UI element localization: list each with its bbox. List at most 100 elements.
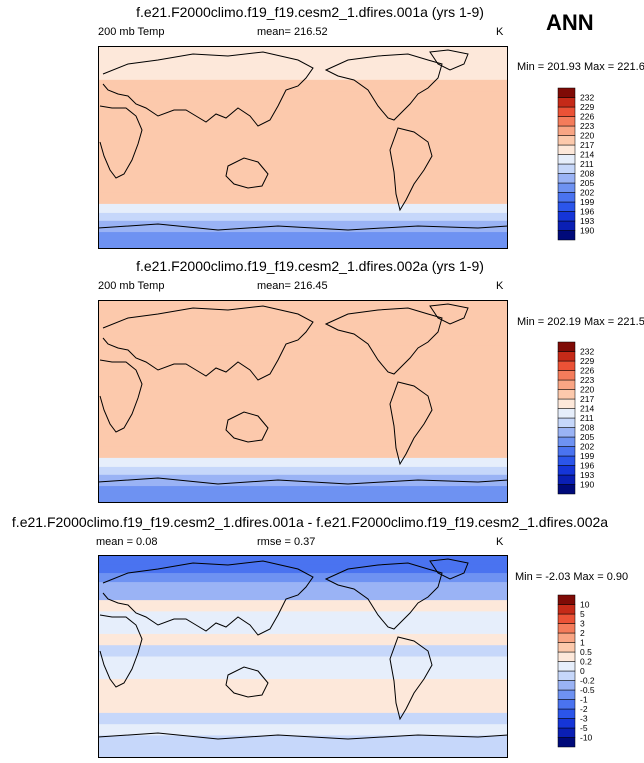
panel3-colorbar-label-6: -0.2	[580, 676, 595, 686]
panel1-colorbar-box-11	[557, 125, 576, 136]
panel2-colorbar-box-15	[557, 341, 576, 352]
panel3-colorbar-box-2	[557, 718, 576, 729]
panel3-band--10	[98, 667, 508, 680]
panel2-colorbar-box-13	[557, 360, 576, 371]
panel1-band-60	[98, 79, 508, 92]
panel3-colorbar-box-8	[557, 661, 576, 672]
panel3-mean-label: mean = 0.08	[96, 536, 158, 548]
panel3-band-10	[98, 645, 508, 658]
panel1-coast-australia	[225, 157, 269, 189]
panel2-band-60	[98, 333, 508, 346]
panel2-coast-africa	[99, 359, 143, 433]
panel2-colorbar-box-8	[557, 408, 576, 419]
panel3-coast-north-america	[324, 562, 443, 630]
panel2-colorbar-label-5: 205	[580, 432, 594, 442]
panel3-colorbar-label-14: 10	[580, 600, 590, 610]
panel2-band--20	[98, 424, 508, 436]
panel2-band--10	[98, 412, 508, 425]
panel3-colorbar-box-4	[557, 699, 576, 710]
panel1-band-20	[98, 124, 508, 137]
panel1-colorbar-box-10	[557, 135, 576, 146]
panel2-colorbar-label-2: 196	[580, 461, 594, 471]
panel3-band-20	[98, 633, 508, 646]
panel3-band-30	[98, 622, 508, 635]
panel2-colorbar-label-3: 199	[580, 451, 594, 461]
panel3-title: f.e21.F2000climo.f19_f19.cesm2_1.dfires.…	[11, 514, 609, 530]
panel1-colorbar-box-7	[557, 163, 576, 174]
panel3-colorbar-box-11	[557, 632, 576, 643]
panel2-colorbar-label-13: 229	[580, 356, 594, 366]
panel1-band--30	[98, 181, 508, 194]
panel1-units-label: K	[496, 26, 504, 38]
panel1-colorbar-label-3: 199	[580, 197, 594, 207]
panel1-colorbar-label-12: 226	[580, 112, 594, 122]
panel2-colorbar-label-7: 211	[580, 413, 594, 423]
panel1-coast-antarctica	[98, 223, 508, 231]
panel2-band-50	[98, 345, 508, 357]
panel2-colorbar-box-5	[557, 436, 576, 447]
panel2-colorbar-box-1	[557, 474, 576, 485]
panel2-colorbar-box-7	[557, 417, 576, 428]
panel1-colorbar-label-9: 217	[580, 140, 594, 150]
panel3-colorbar-label-13: 5	[580, 609, 585, 619]
panel3-colorbar-label-3: -2	[580, 704, 588, 714]
panel1-band-50	[98, 91, 508, 103]
panel1-colorbar-box-6	[557, 173, 576, 184]
panel1-colorbar-box-2	[557, 211, 576, 222]
panel1-band-10	[98, 136, 508, 149]
panel2-colorbar-label-8: 214	[580, 404, 594, 414]
panel3-colorbar-label-4: -1	[580, 695, 588, 705]
panel3-band-74	[98, 573, 508, 583]
panel3-colorbar-box-12	[557, 623, 576, 634]
panel1-band-0	[98, 147, 508, 160]
panel2-colorbar-label-11: 223	[580, 375, 594, 385]
panel1-mean-label: mean= 216.52	[257, 26, 328, 38]
panel1-frame	[98, 46, 508, 249]
panel2-map	[98, 300, 508, 503]
panel1-colorbar-label-4: 202	[580, 188, 594, 198]
panel2-colorbar-label-10: 220	[580, 385, 594, 395]
panel3-band--50	[98, 712, 508, 725]
panel3-colorbar-label-12: 3	[580, 619, 585, 629]
panel3-coast-australia	[225, 666, 269, 698]
panel2-band--65	[98, 474, 508, 487]
panel1-colorbar-box-15	[557, 87, 576, 98]
panel3-band-58	[98, 591, 508, 601]
panel3-band-40	[98, 611, 508, 624]
panel2-colorbar-box-6	[557, 427, 576, 438]
panel1-coast-south-america	[389, 127, 433, 212]
panel2-colorbar-box-12	[557, 370, 576, 381]
panel2-colorbar-label-4: 202	[580, 442, 594, 452]
panel1-band--10	[98, 158, 508, 171]
panel2-band-30	[98, 367, 508, 380]
panel2-band--30	[98, 435, 508, 448]
panel3-band-0	[98, 656, 508, 669]
panel3-map	[98, 555, 508, 758]
panel1-colorbar-box-5	[557, 182, 576, 193]
panel3-band--40	[98, 701, 508, 714]
panel2-colorbar-label-6: 208	[580, 423, 594, 433]
panel2-colorbar-box-0	[557, 484, 576, 495]
panel3-coast-africa	[99, 614, 143, 688]
panel1-band--75	[98, 232, 508, 249]
panel2-coast-antarctica	[98, 477, 508, 485]
panel3-colorbar-label-9: 0.5	[580, 647, 592, 657]
panel2-coast-eurasia	[102, 305, 314, 381]
panel3-colorbar-box-15	[557, 594, 576, 605]
panel1-band-90	[98, 46, 508, 58]
panel1-coast-africa	[99, 105, 143, 179]
panel3-colorbar-label-1: -5	[580, 723, 588, 733]
panel2-colorbar-box-11	[557, 379, 576, 390]
panel2-field	[98, 300, 508, 503]
panel2-colorbar-box-14	[557, 351, 576, 362]
panel2-band-70	[98, 322, 508, 335]
season-label: ANN	[546, 10, 594, 35]
panel1-coastlines	[98, 49, 508, 231]
panel2-mean-label: mean= 216.45	[257, 280, 328, 292]
panel1-coast-eurasia	[102, 51, 314, 127]
panel1-variable-label: 200 mb Temp	[98, 26, 165, 38]
panel3-colorbar-box-0	[557, 737, 576, 748]
panel3-colorbar-box-13	[557, 613, 576, 624]
panel2-colorbar-box-10	[557, 389, 576, 400]
